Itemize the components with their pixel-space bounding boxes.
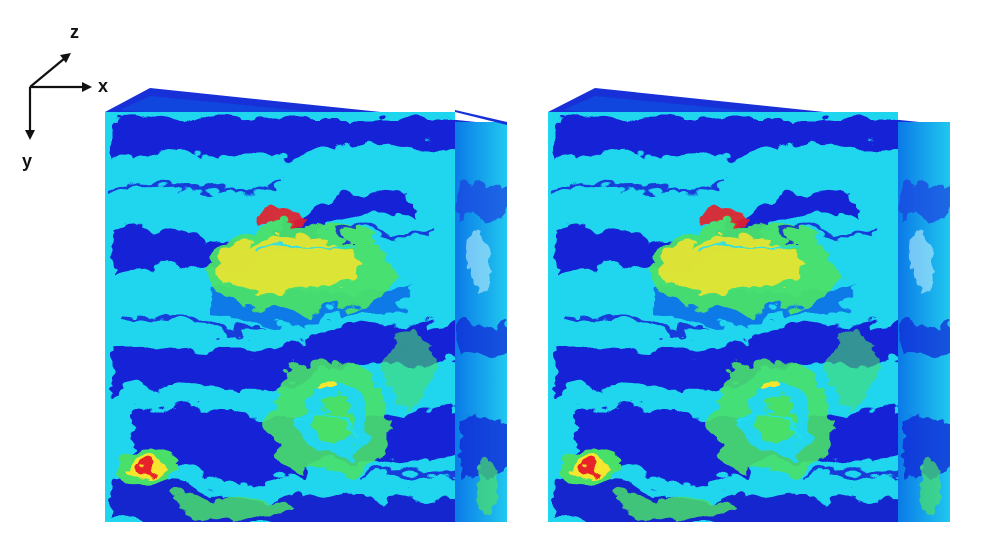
right-front-face <box>548 112 898 522</box>
x-axis-label: x <box>98 76 108 96</box>
z-axis-arrow <box>29 57 66 88</box>
left-volume <box>105 88 507 522</box>
right-side-face <box>898 122 950 522</box>
left-front-face <box>105 112 455 522</box>
axis-indicator: x y z <box>22 22 108 171</box>
y-axis-label: y <box>22 151 32 171</box>
z-axis-label: z <box>70 22 79 42</box>
right-volume <box>548 88 950 522</box>
left-side-face <box>455 122 507 522</box>
